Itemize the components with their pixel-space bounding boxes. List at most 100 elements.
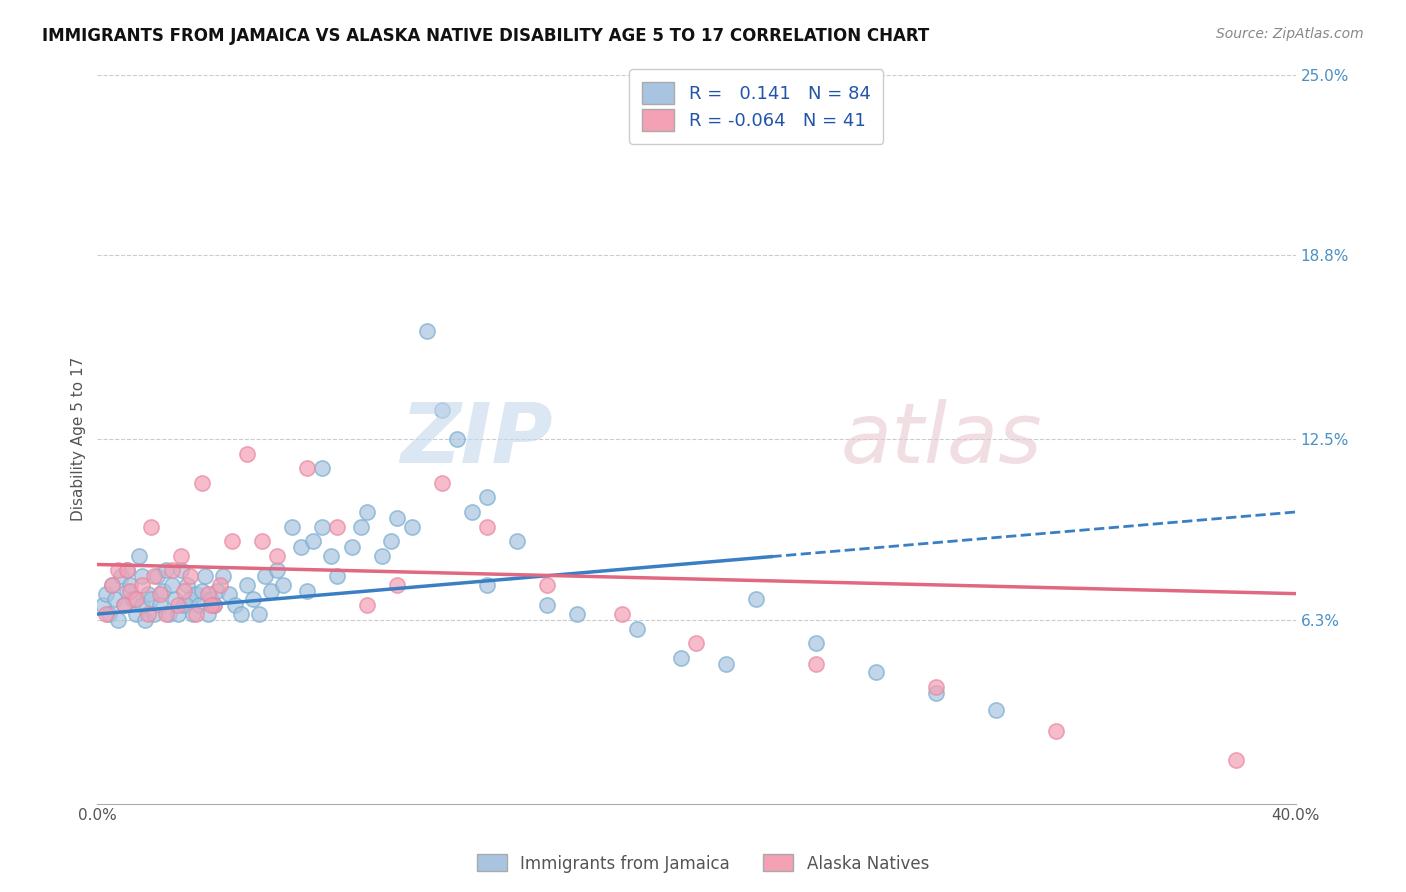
Point	[186, 607, 208, 621]
Point	[200, 599, 222, 613]
Legend: R =   0.141   N = 84, R = -0.064   N = 41: R = 0.141 N = 84, R = -0.064 N = 41	[630, 69, 883, 144]
Point	[506, 534, 529, 549]
Point	[141, 592, 163, 607]
Point	[170, 549, 193, 563]
Point	[865, 665, 887, 680]
Point	[1225, 753, 1247, 767]
Text: atlas: atlas	[841, 399, 1042, 480]
Point	[565, 607, 588, 621]
Point	[205, 583, 228, 598]
Point	[536, 599, 558, 613]
Text: IMMIGRANTS FROM JAMAICA VS ALASKA NATIVE DISABILITY AGE 5 TO 17 CORRELATION CHAR: IMMIGRANTS FROM JAMAICA VS ALASKA NATIVE…	[42, 27, 929, 45]
Point	[212, 569, 235, 583]
Point	[191, 475, 214, 490]
Point	[430, 475, 453, 490]
Point	[110, 569, 132, 583]
Point	[302, 534, 325, 549]
Point	[385, 511, 408, 525]
Point	[125, 592, 148, 607]
Point	[134, 613, 156, 627]
Point	[96, 587, 118, 601]
Point	[149, 599, 172, 613]
Point	[745, 592, 768, 607]
Point	[122, 592, 145, 607]
Point	[143, 569, 166, 583]
Point	[170, 563, 193, 577]
Point	[155, 563, 177, 577]
Point	[984, 703, 1007, 717]
Point	[197, 607, 219, 621]
Point	[188, 599, 211, 613]
Point	[96, 607, 118, 621]
Point	[155, 607, 177, 621]
Point	[626, 622, 648, 636]
Point	[685, 636, 707, 650]
Point	[202, 599, 225, 613]
Point	[112, 599, 135, 613]
Point	[117, 563, 139, 577]
Point	[221, 534, 243, 549]
Point	[340, 540, 363, 554]
Point	[101, 578, 124, 592]
Point	[271, 578, 294, 592]
Point	[295, 583, 318, 598]
Point	[179, 592, 201, 607]
Point	[295, 461, 318, 475]
Point	[231, 607, 253, 621]
Point	[236, 447, 259, 461]
Point	[167, 607, 190, 621]
Point	[925, 686, 948, 700]
Point	[218, 587, 240, 601]
Point	[266, 563, 288, 577]
Point	[242, 592, 264, 607]
Point	[290, 540, 312, 554]
Point	[117, 563, 139, 577]
Point	[181, 607, 204, 621]
Point	[107, 563, 129, 577]
Point	[101, 578, 124, 592]
Point	[260, 583, 283, 598]
Point	[128, 549, 150, 563]
Point	[131, 599, 153, 613]
Point	[200, 592, 222, 607]
Y-axis label: Disability Age 5 to 17: Disability Age 5 to 17	[72, 357, 86, 521]
Text: ZIP: ZIP	[401, 399, 553, 480]
Text: Source: ZipAtlas.com: Source: ZipAtlas.com	[1216, 27, 1364, 41]
Point	[167, 599, 190, 613]
Point	[224, 599, 246, 613]
Point	[131, 569, 153, 583]
Point	[311, 519, 333, 533]
Point	[1045, 723, 1067, 738]
Point	[131, 578, 153, 592]
Point	[475, 578, 498, 592]
Point	[112, 599, 135, 613]
Point	[380, 534, 402, 549]
Point	[247, 607, 270, 621]
Point	[326, 519, 349, 533]
Point	[475, 491, 498, 505]
Point	[136, 587, 159, 601]
Point	[416, 324, 439, 338]
Point	[176, 578, 198, 592]
Point	[266, 549, 288, 563]
Point	[165, 592, 187, 607]
Point	[371, 549, 394, 563]
Point	[173, 583, 195, 598]
Point	[356, 599, 378, 613]
Point	[319, 549, 342, 563]
Point	[356, 505, 378, 519]
Point	[806, 657, 828, 671]
Point	[311, 461, 333, 475]
Point	[191, 583, 214, 598]
Point	[186, 587, 208, 601]
Point	[475, 519, 498, 533]
Point	[925, 680, 948, 694]
Point	[671, 650, 693, 665]
Point	[194, 569, 217, 583]
Point	[202, 599, 225, 613]
Point	[107, 613, 129, 627]
Point	[250, 534, 273, 549]
Point	[610, 607, 633, 621]
Point	[104, 592, 127, 607]
Point	[141, 519, 163, 533]
